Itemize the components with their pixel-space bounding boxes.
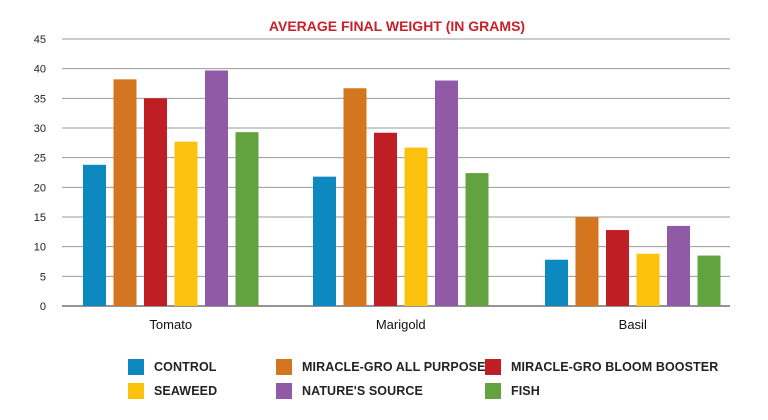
legend-item-miracle-gro-all-purpose: MIRACLE-GRO ALL PURPOSE — [276, 359, 486, 375]
bar-tomato-2 — [144, 98, 167, 306]
bar-marigold-2 — [374, 132, 397, 306]
x-axis-ticks: Tomato Marigold Basil — [149, 317, 647, 332]
bar-tomato-5 — [235, 132, 259, 306]
y-tick-label: 25 — [34, 153, 46, 165]
y-tick-label: 0 — [40, 301, 46, 313]
y-tick-label: 30 — [34, 123, 46, 135]
bar-basil-1 — [575, 217, 599, 306]
bar-tomato-0 — [83, 164, 106, 306]
legend-label-miracle-gro-bloom-booster: MIRACLE-GRO BLOOM BOOSTER — [511, 360, 719, 374]
legend-label-miracle-gro-all-purpose: MIRACLE-GRO ALL PURPOSE — [302, 360, 486, 374]
legend-swatch-seaweed — [128, 383, 144, 399]
legend-item-fish: FISH — [485, 383, 540, 399]
y-tick-label: 10 — [34, 242, 46, 254]
bar-chart: AVERAGE FINAL WEIGHT (IN GRAMS) 0 5 10 15 20… — [34, 18, 730, 332]
bar-marigold-1 — [343, 88, 367, 306]
legend-swatch-miracle-gro-bloom-booster — [485, 359, 501, 375]
bar-marigold-0 — [313, 176, 336, 306]
bar-basil-5 — [697, 255, 721, 306]
bar-marigold-3 — [404, 147, 428, 306]
legend-item-natures-source: NATURE'S SOURCE — [276, 383, 423, 399]
legend-label-control: CONTROL — [154, 360, 217, 374]
legend-swatch-control — [128, 359, 144, 375]
bar-tomato-4 — [205, 70, 228, 307]
bar-basil-3 — [636, 253, 660, 306]
bar-tomato-3 — [174, 141, 198, 306]
y-tick-label: 5 — [40, 271, 46, 283]
legend-item-miracle-gro-bloom-booster: MIRACLE-GRO BLOOM BOOSTER — [485, 359, 718, 375]
legend-label-seaweed: SEAWEED — [154, 384, 218, 398]
legend-item-seaweed: SEAWEED — [128, 383, 217, 399]
legend-label-natures-source: NATURE'S SOURCE — [302, 384, 423, 398]
bar-tomato-1 — [113, 79, 137, 306]
legend-label-fish: FISH — [511, 384, 540, 398]
bar-basil-4 — [667, 225, 690, 306]
y-tick-label: 15 — [34, 212, 46, 224]
y-axis-ticks: 0 5 10 15 20 25 30 35 40 45 — [34, 34, 46, 313]
legend-swatch-fish — [485, 383, 501, 399]
x-tick-label: Marigold — [376, 317, 426, 332]
y-tick-label: 40 — [34, 64, 46, 76]
legend-swatch-natures-source — [276, 383, 292, 399]
bar-basil-2 — [606, 230, 629, 306]
bar-basil-0 — [545, 259, 568, 306]
y-tick-label: 20 — [34, 182, 46, 194]
legend-swatch-miracle-gro-all-purpose — [276, 359, 292, 375]
legend-item-control: CONTROL — [128, 359, 217, 375]
x-tick-label: Tomato — [149, 317, 192, 332]
chart-title: AVERAGE FINAL WEIGHT (IN GRAMS) — [269, 18, 525, 34]
x-tick-label: Basil — [619, 317, 647, 332]
y-tick-label: 35 — [34, 93, 46, 105]
bar-marigold-4 — [435, 80, 458, 307]
y-tick-label: 45 — [34, 34, 46, 46]
bars — [83, 70, 721, 307]
legend: CONTROL MIRACLE-GRO ALL PURPOSE MIRACLE-… — [0, 350, 768, 420]
bar-marigold-5 — [465, 173, 489, 306]
